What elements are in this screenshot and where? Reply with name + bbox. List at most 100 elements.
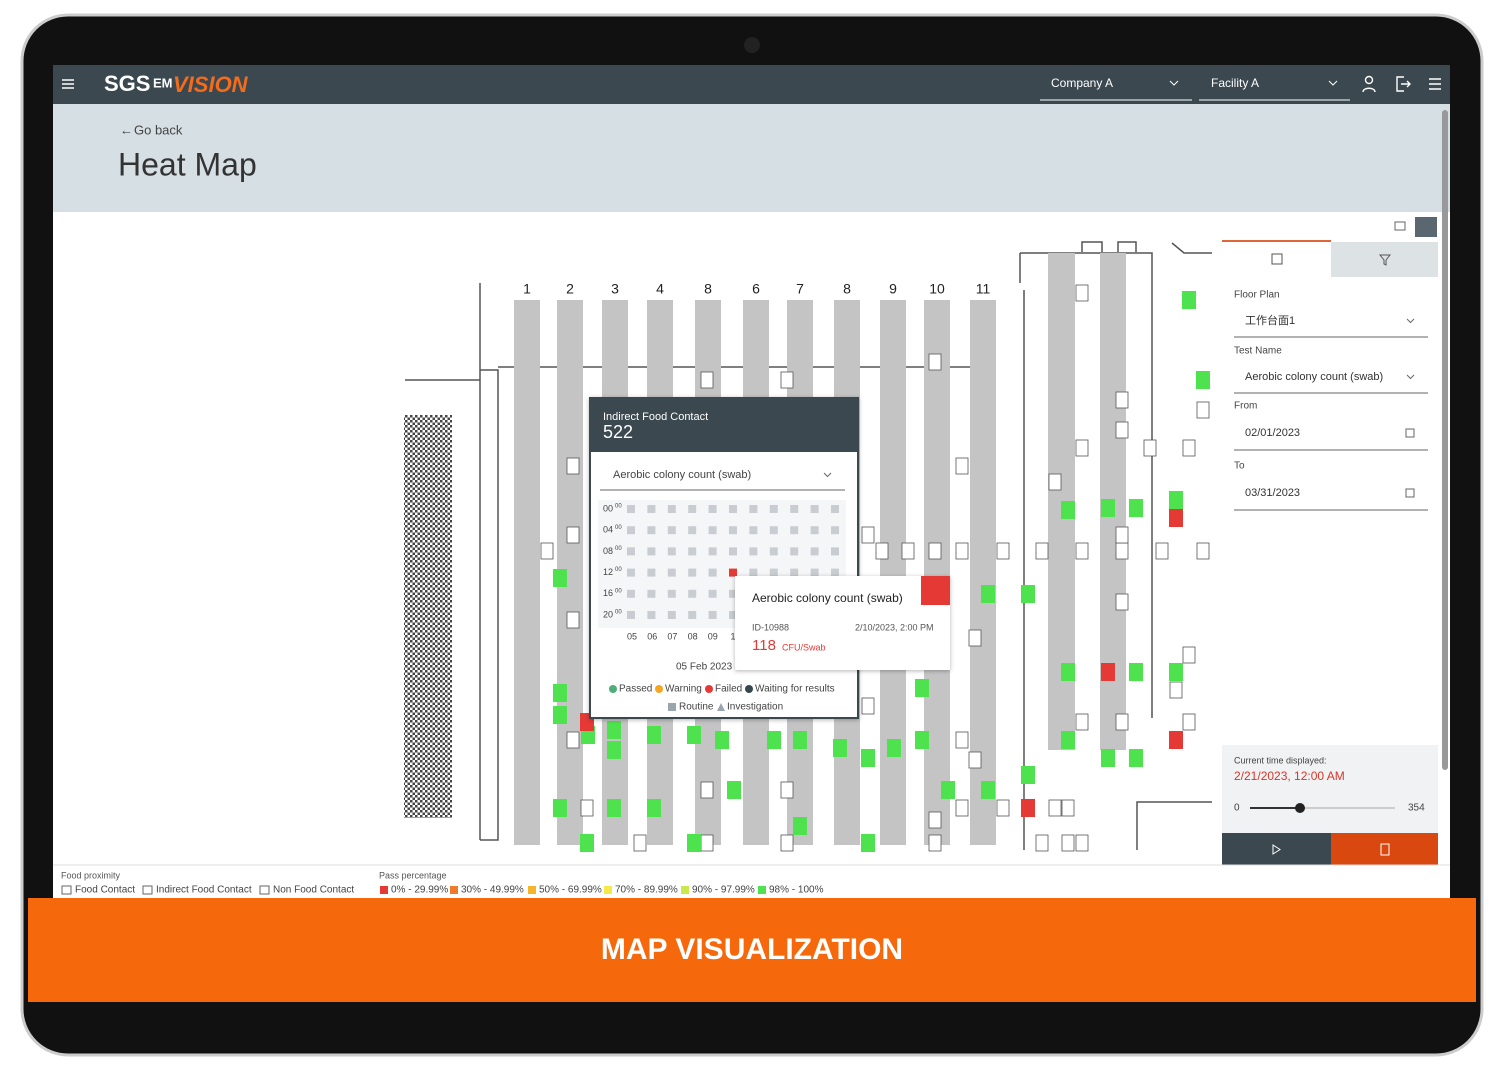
status-dot: [705, 685, 713, 693]
heat-cell: [688, 547, 697, 556]
sample-point: [1169, 491, 1183, 509]
view-button[interactable]: [1394, 221, 1406, 231]
heat-cell: [769, 505, 778, 513]
heat-cell: [688, 568, 697, 577]
heat-cell: [708, 547, 717, 556]
sample-point: [1182, 291, 1196, 309]
sample-point: [1196, 542, 1210, 560]
active-tab[interactable]: [1222, 240, 1331, 242]
page-title: Heat Map: [118, 146, 257, 182]
pass-swatch: [450, 886, 458, 894]
logo: SGS: [104, 71, 150, 96]
go-back[interactable]: Go back: [134, 122, 183, 137]
sample-point: [566, 611, 580, 629]
company-select[interactable]: Company A: [1051, 76, 1113, 90]
sample-point: [1075, 284, 1089, 302]
heat-cell: [647, 547, 656, 556]
sample-point: [566, 526, 580, 544]
sample-point: [1129, 499, 1143, 517]
test-select[interactable]: Aerobic colony count (swab): [1245, 371, 1383, 383]
sample-point: [941, 781, 955, 799]
to-date[interactable]: 03/31/2023: [1245, 487, 1300, 499]
column-label: 6: [752, 281, 760, 297]
sample-point: [1021, 585, 1035, 603]
wall: [1081, 241, 1212, 254]
field-label: Floor Plan: [1234, 290, 1280, 301]
legend-title: Food proximity: [61, 870, 121, 880]
day-label: 05: [627, 631, 637, 641]
sample-point: [955, 542, 969, 560]
status-dot: [609, 685, 617, 693]
sample-point: [553, 684, 567, 702]
sample-point: [1075, 834, 1089, 852]
heat-cell: [667, 505, 676, 513]
filter-tab[interactable]: [1331, 242, 1438, 277]
sample-point: [1115, 713, 1129, 731]
sample-point: [968, 751, 982, 769]
sample-point: [1196, 401, 1210, 419]
heat-cell: [790, 547, 799, 556]
pass-swatch: [604, 886, 612, 894]
sample-point: [607, 741, 621, 759]
sample-point: [833, 739, 847, 757]
sample-point: [700, 371, 714, 389]
heat-cell: [708, 505, 717, 513]
heat-cell: [627, 526, 635, 535]
sample-point: [566, 731, 580, 749]
hour-label: 12: [603, 567, 613, 577]
heat-cell: [769, 526, 778, 535]
legend-title: Pass percentage: [379, 870, 447, 880]
user-icon[interactable]: [1364, 75, 1374, 85]
fullscreen-button[interactable]: [1415, 217, 1437, 237]
hour-label: 20: [603, 609, 613, 619]
menu-icon[interactable]: [62, 79, 74, 89]
heat-cell: [729, 568, 737, 577]
chevron: [1328, 80, 1338, 86]
proximity-icon: [142, 885, 153, 895]
heat-cell: [769, 547, 778, 556]
sample-point: [1021, 766, 1035, 784]
sample-point: [1061, 501, 1075, 519]
current-label: Current time displayed:: [1234, 755, 1327, 765]
sample-point: [580, 799, 594, 817]
hour-minutes: 00: [615, 588, 622, 594]
column-label: 10: [929, 281, 945, 297]
settings-icon[interactable]: [1429, 78, 1441, 90]
calendar-icon[interactable]: [1405, 428, 1415, 438]
sample-point: [861, 834, 875, 852]
floor-plan-select[interactable]: 工作台面1: [1245, 313, 1295, 327]
heat-cell: [688, 611, 697, 619]
pass-label: 50% - 69.99%: [539, 885, 602, 896]
sample-point: [780, 834, 794, 852]
hour-minutes: 00: [615, 546, 622, 552]
tooltip-value: 118: [752, 637, 776, 654]
column-label: 8: [704, 281, 712, 297]
sample-point: [915, 731, 929, 749]
report-button[interactable]: [1331, 833, 1438, 865]
play-button[interactable]: [1222, 833, 1331, 865]
slider-thumb[interactable]: [1295, 803, 1305, 813]
heat-cell: [627, 568, 635, 577]
floor-plan: 1 2 3 4 8 6 7 8 9 10 11: [404, 241, 1212, 852]
sample-point: [687, 726, 701, 744]
chart-tab-icon[interactable]: [1271, 253, 1283, 265]
sample-point: [647, 726, 661, 744]
sample-point: [1115, 421, 1129, 439]
popup-date: 05 Feb 2023: [676, 662, 733, 673]
back-arrow[interactable]: ←: [120, 122, 133, 137]
proximity-icon: [61, 885, 72, 895]
filter-icon[interactable]: [1378, 254, 1392, 266]
line-column: [880, 300, 906, 845]
column-label: 2: [566, 281, 574, 297]
column-label: 8: [843, 281, 851, 297]
sample-point: [700, 781, 714, 799]
proximity-label: Non Food Contact: [273, 885, 354, 896]
popup-test-select[interactable]: Aerobic colony count (swab): [613, 469, 751, 481]
calendar-icon[interactable]: [1405, 488, 1415, 498]
heat-cell: [647, 589, 656, 598]
sample-point: [687, 834, 701, 852]
logout-icon[interactable]: [1396, 76, 1411, 92]
facility-select[interactable]: Facility A: [1211, 76, 1259, 90]
from-date[interactable]: 02/01/2023: [1245, 427, 1300, 439]
sample-point: [780, 371, 794, 389]
